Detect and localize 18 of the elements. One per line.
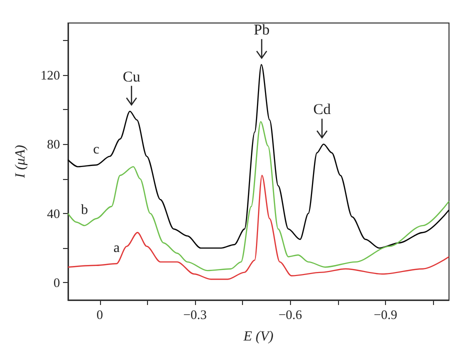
x-tick-label: −0.3: [183, 307, 207, 322]
y-tick-label: 80: [47, 136, 60, 152]
line-series: [67, 174, 450, 280]
series-label: b: [81, 203, 88, 218]
y-axis-title: I (μA): [14, 144, 28, 180]
annotation: Cd: [313, 102, 332, 118]
annotation: Cu: [122, 69, 141, 86]
x-tick-label: 0: [96, 307, 103, 322]
y-tick-label: 120: [40, 67, 60, 82]
line-series: [67, 121, 450, 272]
series-label: c: [93, 142, 100, 158]
x-axis-title: E (V): [242, 330, 274, 344]
x-tick-label: −0.6: [278, 307, 303, 322]
series-label: a: [113, 241, 120, 256]
y-tick-label: 40: [47, 206, 60, 221]
x-tick-label: −0.9: [374, 307, 398, 322]
y-tick-label: 0: [54, 275, 60, 290]
annotation: Pb: [254, 22, 270, 39]
